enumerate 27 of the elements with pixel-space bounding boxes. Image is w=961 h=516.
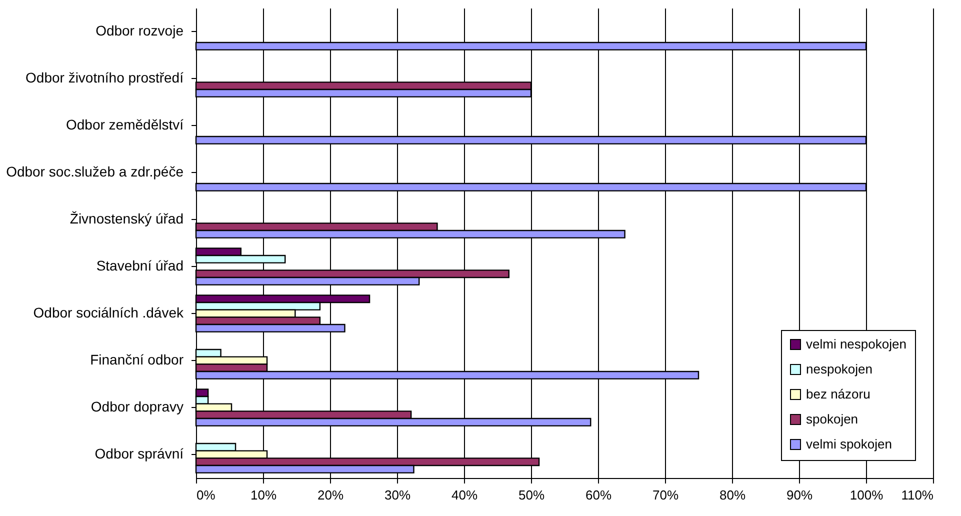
y-tick-label: Živnostenský úřad xyxy=(70,210,184,226)
y-tick-label: Odbor soc.služeb a zdr.péče xyxy=(6,164,184,180)
legend-label: velmi spokojen xyxy=(806,436,892,452)
x-tick-label: 100% xyxy=(850,488,884,502)
x-tick-label: 60% xyxy=(585,488,612,502)
x-tick-label: 90% xyxy=(786,488,813,502)
x-tick-label: 0% xyxy=(196,488,216,502)
y-tick-label: Finanční odbor xyxy=(90,352,184,368)
x-tick-label: 50% xyxy=(518,488,545,502)
x-tick-label: 20% xyxy=(317,488,344,502)
x-tick-label: 70% xyxy=(652,488,679,502)
x-tick-label: 30% xyxy=(384,488,411,502)
x-tick-label: 80% xyxy=(719,488,746,502)
x-tick-label: 10% xyxy=(250,488,277,502)
y-tick-label: Odbor dopravy xyxy=(90,398,184,414)
y-tick-label: Stavební úřad xyxy=(96,258,184,274)
y-tick-label: Odbor správní xyxy=(94,446,184,462)
x-tick-label: 110% xyxy=(901,488,934,502)
legend-label: spokojen xyxy=(806,412,858,426)
y-tick-label: Odbor životního prostředí xyxy=(26,70,184,86)
x-tick-label: 40% xyxy=(451,488,478,502)
y-tick-label: Odbor sociálních .dávek xyxy=(33,304,184,320)
y-tick-label: Odbor zemědělství xyxy=(66,116,184,132)
legend-label: nespokojen xyxy=(806,362,872,376)
y-tick-label: Odbor rozvoje xyxy=(96,22,184,38)
legend-label: velmi nespokojen xyxy=(806,336,906,352)
legend-label: bez názoru xyxy=(806,386,870,402)
